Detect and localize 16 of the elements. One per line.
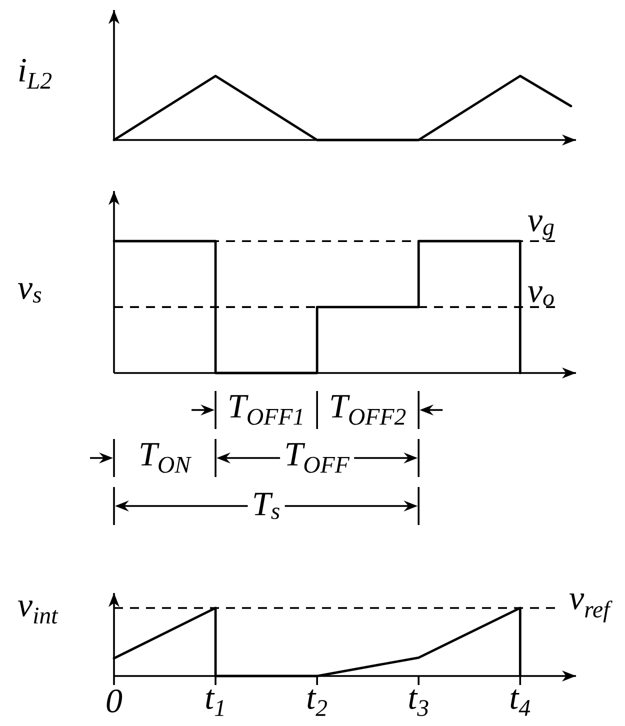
text: T$_{OFF}$ [286,443,350,473]
text: T$_{ON}$ [140,443,192,473]
x-tick-label: t$_{3}$ [409,690,428,716]
x-tick-label: t$_{2}$ [308,690,327,716]
y-axis-title: v$_{int}$ [18,600,58,624]
x-tick-label: 0 [106,690,122,712]
ref-line-label: v$_{ref}$ [570,594,612,622]
ref-line-label: v$_{o}$ [528,286,554,306]
x-tick-label: t$_{1}$ [206,690,224,716]
text: T$_{OFF1}$ [230,395,302,425]
text: T$_{OFF2}$ [331,395,406,425]
text: T$_{s}$ [254,492,280,520]
ref-line-label: v$_{g}$ [528,216,554,240]
y-axis-title: v$_{s}$ [18,283,42,303]
y-axis-title: i$_{L2}$ [19,58,52,89]
x-tick-label: t$_{4}$ [510,690,530,716]
